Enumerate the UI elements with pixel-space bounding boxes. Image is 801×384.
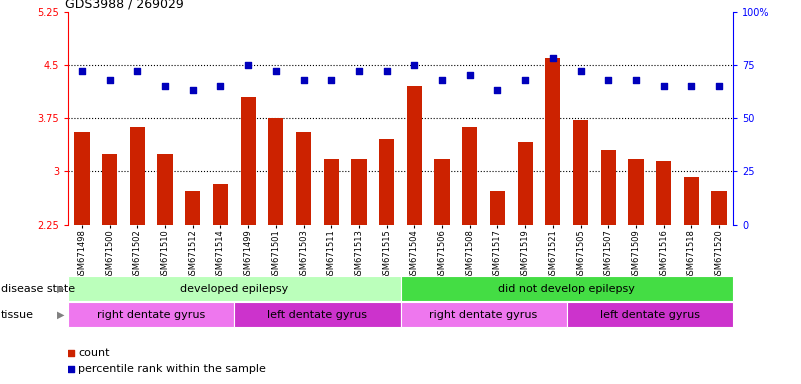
Point xyxy=(630,77,642,83)
Bar xyxy=(130,127,145,225)
Bar xyxy=(235,302,400,327)
Point xyxy=(75,68,88,74)
Point xyxy=(65,349,78,356)
Text: left dentate gyrus: left dentate gyrus xyxy=(600,310,700,320)
Point xyxy=(159,83,171,89)
Point xyxy=(408,62,421,68)
Bar xyxy=(601,150,616,225)
Bar xyxy=(407,86,422,225)
Text: ▶: ▶ xyxy=(58,310,65,320)
Text: developed epilepsy: developed epilepsy xyxy=(180,284,288,294)
Bar xyxy=(352,159,367,225)
Bar xyxy=(462,127,477,225)
Point xyxy=(436,77,449,83)
Text: did not develop epilepsy: did not develop epilepsy xyxy=(498,284,635,294)
Bar xyxy=(656,161,671,225)
Bar xyxy=(567,302,733,327)
Bar xyxy=(102,154,117,225)
Point xyxy=(602,77,614,83)
Bar xyxy=(490,191,505,225)
Bar xyxy=(68,302,235,327)
Point xyxy=(352,68,365,74)
Text: right dentate gyrus: right dentate gyrus xyxy=(97,310,205,320)
Bar xyxy=(379,139,394,225)
Text: disease state: disease state xyxy=(1,284,75,294)
Point xyxy=(242,62,255,68)
Bar xyxy=(74,132,90,225)
Bar xyxy=(711,191,727,225)
Point xyxy=(658,83,670,89)
Bar xyxy=(573,120,588,225)
Point xyxy=(131,68,143,74)
Point xyxy=(463,73,476,79)
Text: GDS3988 / 269029: GDS3988 / 269029 xyxy=(65,0,183,10)
Bar xyxy=(268,118,284,225)
Point xyxy=(297,77,310,83)
Text: right dentate gyrus: right dentate gyrus xyxy=(429,310,537,320)
Point xyxy=(713,83,726,89)
Text: percentile rank within the sample: percentile rank within the sample xyxy=(78,364,266,374)
Text: tissue: tissue xyxy=(1,310,34,320)
Bar xyxy=(684,177,699,225)
Point xyxy=(574,68,587,74)
Bar xyxy=(185,191,200,225)
Bar xyxy=(517,142,533,225)
Point xyxy=(685,83,698,89)
Bar xyxy=(213,184,228,225)
Point xyxy=(519,77,532,83)
Bar xyxy=(400,302,567,327)
Bar xyxy=(296,132,311,225)
Bar xyxy=(400,276,733,301)
Point xyxy=(269,68,282,74)
Point xyxy=(187,87,199,93)
Point xyxy=(65,366,78,372)
Point xyxy=(491,87,504,93)
Bar xyxy=(240,97,256,225)
Bar xyxy=(545,58,561,225)
Text: count: count xyxy=(78,348,110,358)
Point xyxy=(103,77,116,83)
Text: left dentate gyrus: left dentate gyrus xyxy=(268,310,368,320)
Text: ▶: ▶ xyxy=(58,284,65,294)
Bar xyxy=(324,159,339,225)
Point xyxy=(325,77,338,83)
Bar xyxy=(68,276,400,301)
Bar xyxy=(434,159,449,225)
Point xyxy=(380,68,393,74)
Bar xyxy=(628,159,643,225)
Bar xyxy=(158,154,173,225)
Point xyxy=(546,55,559,61)
Point xyxy=(214,83,227,89)
